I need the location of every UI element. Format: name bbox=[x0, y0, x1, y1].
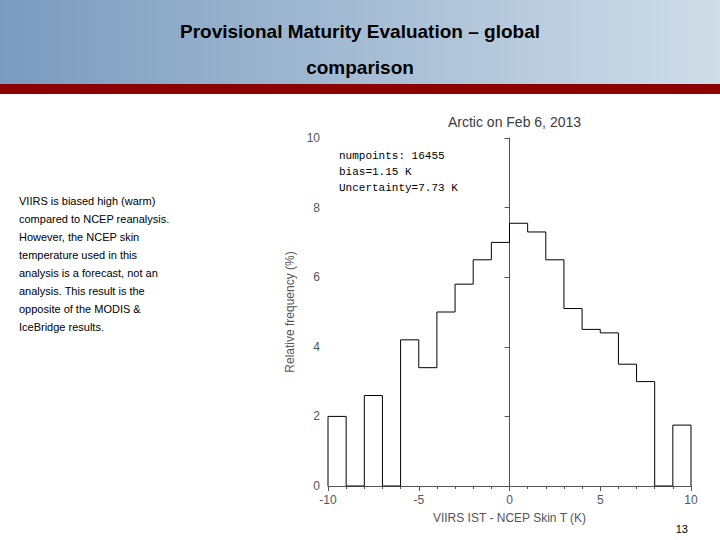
svg-text:However, the NCEP skin: However, the NCEP skin bbox=[19, 231, 139, 243]
svg-text:opposite of the MODIS &: opposite of the MODIS & bbox=[19, 303, 141, 315]
svg-text:Uncertainty=7.73 K: Uncertainty=7.73 K bbox=[339, 182, 458, 194]
svg-text:Relative frequency (%): Relative frequency (%) bbox=[283, 251, 297, 372]
svg-text:temperature used in this: temperature used in this bbox=[19, 249, 138, 261]
svg-text:comparison: comparison bbox=[306, 57, 414, 78]
svg-text:10: 10 bbox=[307, 131, 321, 145]
svg-text:0: 0 bbox=[506, 493, 513, 507]
svg-text:5: 5 bbox=[597, 493, 604, 507]
svg-text:0: 0 bbox=[313, 479, 320, 493]
svg-text:IceBridge results.: IceBridge results. bbox=[19, 321, 104, 333]
svg-text:10: 10 bbox=[684, 493, 698, 507]
svg-text:VIIRS IST - NCEP Skin T (K): VIIRS IST - NCEP Skin T (K) bbox=[433, 511, 586, 525]
svg-text:-5: -5 bbox=[413, 493, 424, 507]
svg-text:numpoints: 16455: numpoints: 16455 bbox=[339, 150, 445, 162]
svg-text:-10: -10 bbox=[319, 493, 337, 507]
svg-text:bias=1.15 K: bias=1.15 K bbox=[339, 166, 412, 178]
svg-text:6: 6 bbox=[313, 270, 320, 284]
svg-text:compared to NCEP reanalysis.: compared to NCEP reanalysis. bbox=[19, 213, 169, 225]
svg-text:2: 2 bbox=[313, 409, 320, 423]
svg-text:8: 8 bbox=[313, 201, 320, 215]
svg-text:4: 4 bbox=[313, 340, 320, 354]
svg-text:analysis. This result is the: analysis. This result is the bbox=[19, 285, 145, 297]
svg-text:Provisional Maturity Evaluatio: Provisional Maturity Evaluation – global bbox=[180, 21, 540, 42]
svg-text:Arctic on Feb 6, 2013: Arctic on Feb 6, 2013 bbox=[448, 114, 581, 130]
svg-text:13: 13 bbox=[676, 523, 688, 535]
svg-text:analysis is a forecast, not an: analysis is a forecast, not an bbox=[19, 267, 158, 279]
svg-text:VIIRS is biased high (warm): VIIRS is biased high (warm) bbox=[19, 195, 155, 207]
